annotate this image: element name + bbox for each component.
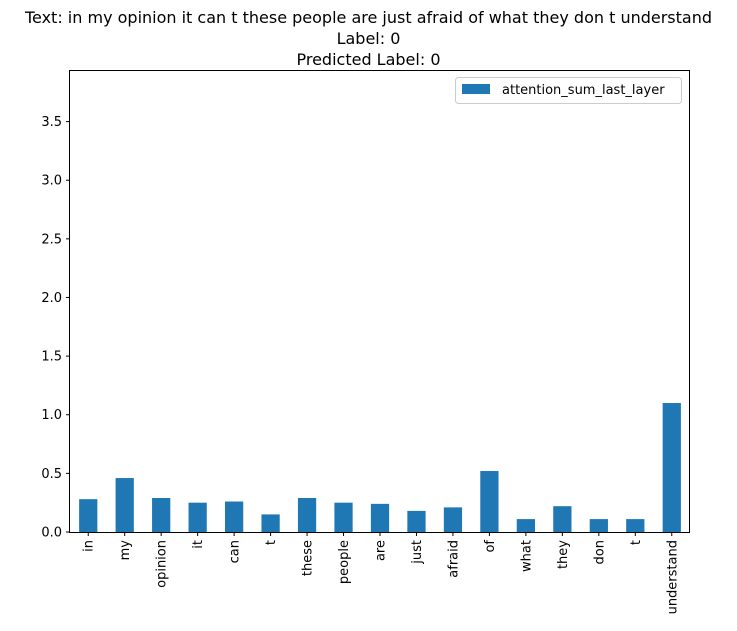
- x-tick-label: people: [337, 540, 352, 584]
- legend: attention_sum_last_layer: [455, 77, 682, 104]
- y-tick-label: 1.0: [41, 408, 62, 423]
- bar: [516, 519, 535, 532]
- bar: [261, 514, 280, 532]
- y-tick-label: 3.0: [41, 174, 62, 189]
- bar: [334, 502, 353, 532]
- chart-title-line-2: Label: 0: [336, 29, 401, 48]
- x-tick-label: my: [118, 540, 133, 561]
- plot-frame: [69, 70, 690, 533]
- x-tick-label: what: [519, 540, 534, 572]
- y-tick-label: 0.0: [41, 526, 62, 541]
- bar: [115, 478, 134, 532]
- bar: [443, 507, 463, 532]
- x-tick-label: opinion: [155, 540, 170, 588]
- bar: [297, 497, 317, 532]
- bar: [589, 519, 608, 532]
- bar: [553, 506, 572, 532]
- bar: [480, 471, 499, 532]
- bar: [662, 403, 681, 532]
- chart-title-line-3: Predicted Label: 0: [296, 50, 441, 69]
- bar: [188, 502, 207, 532]
- bar: [626, 519, 645, 532]
- y-tick-label: 3.5: [41, 115, 62, 130]
- bar: [407, 510, 426, 532]
- legend-label: attention_sum_last_layer: [502, 83, 665, 98]
- y-tick-label: 0.5: [41, 467, 62, 482]
- legend-swatch: [462, 84, 490, 94]
- x-tick-label: just: [410, 540, 425, 565]
- bar: [225, 501, 244, 532]
- x-tick-label: don: [592, 540, 607, 564]
- x-tick-label: afraid: [446, 540, 461, 578]
- x-tick-label: are: [374, 540, 389, 561]
- x-tick-label: these: [301, 540, 316, 576]
- chart-title-line-1: Text: in my opinion it can t these peopl…: [24, 8, 713, 27]
- x-tick-label: t: [629, 540, 644, 545]
- bar: [152, 497, 171, 532]
- bar: [370, 503, 390, 532]
- x-tick-label: it: [191, 540, 206, 549]
- bar: [79, 499, 98, 532]
- y-tick-label: 2.5: [41, 232, 62, 247]
- x-tick-label: in: [82, 540, 97, 552]
- x-tick-label: they: [556, 540, 571, 569]
- bars-group: [79, 403, 681, 532]
- x-axis: in my opinion it can t these people are just afrai…: [82, 532, 680, 614]
- x-tick-label: understand: [665, 540, 680, 614]
- legend-box: [455, 77, 682, 104]
- y-axis: 0.0 0.5 1.0 1.5 2.0 2.5 3.0 3.5: [41, 115, 70, 541]
- x-tick-label: can: [228, 540, 243, 563]
- x-tick-label: of: [483, 540, 498, 553]
- y-tick-label: 1.5: [41, 350, 62, 365]
- x-tick-label: t: [264, 540, 279, 545]
- y-tick-label: 2.0: [41, 291, 62, 306]
